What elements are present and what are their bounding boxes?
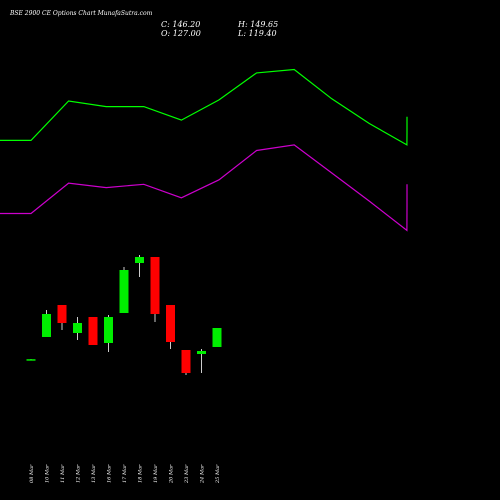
- x-tick-label: 10 Mar: [45, 464, 51, 483]
- x-tick-label: 18 Mar: [138, 464, 144, 483]
- candle-body: [57, 305, 67, 323]
- candle: [73, 317, 82, 340]
- x-axis-labels: 08 Mar 10 Mar 11 Mar 12 Mar 13 Mar 16 Mar 17 M…: [29, 464, 221, 484]
- x-tick-label: 11 Mar: [60, 464, 66, 483]
- candle-body: [26, 359, 36, 361]
- high-value: H: 149.65: [238, 20, 279, 29]
- candle-body: [119, 270, 129, 313]
- candle-body: [166, 305, 175, 342]
- candle-body: [42, 314, 51, 337]
- candle-body: [150, 257, 160, 314]
- x-tick-label: 20 Mar: [169, 464, 175, 484]
- candle-body: [197, 351, 206, 354]
- candle: [57, 305, 67, 330]
- lower-band-line: [0, 144, 408, 232]
- close-value: C: 146.20: [161, 20, 201, 29]
- indicator-bands: [0, 68, 408, 232]
- candle-body: [212, 328, 222, 347]
- candle: [197, 349, 206, 373]
- open-value: O: 127.00: [161, 29, 201, 38]
- candle: [104, 315, 113, 352]
- x-tick-label: 13 Mar: [91, 464, 97, 483]
- candle: [88, 317, 98, 345]
- candle: [42, 310, 51, 337]
- candle-body: [88, 317, 98, 345]
- upper-band-line: [0, 68, 408, 146]
- x-tick-label: 17 Mar: [122, 464, 128, 483]
- candle-body: [73, 323, 82, 333]
- candle: [181, 350, 191, 375]
- x-tick-label: 23 Mar: [184, 464, 190, 484]
- x-tick-label: 19 Mar: [153, 464, 159, 483]
- candle: [212, 328, 222, 347]
- x-tick-label: 16 Mar: [107, 464, 113, 483]
- candle-body: [135, 257, 144, 263]
- candle-body: [104, 317, 113, 343]
- candle: [166, 305, 175, 349]
- candle: [119, 267, 129, 313]
- candle-body: [181, 350, 191, 373]
- candle: [135, 255, 144, 277]
- x-tick-label: 12 Mar: [76, 464, 82, 483]
- x-tick-label: 24 Mar: [200, 464, 206, 484]
- chart-title: BSE 2900 CE Options Chart MunafaSutra.co…: [10, 10, 153, 17]
- candles: [26, 255, 222, 375]
- low-value: L: 119.40: [238, 29, 277, 38]
- x-tick-label: 25 Mar: [215, 464, 221, 484]
- candle: [150, 257, 160, 322]
- x-tick-label: 08 Mar: [29, 464, 35, 483]
- candle: [26, 359, 36, 361]
